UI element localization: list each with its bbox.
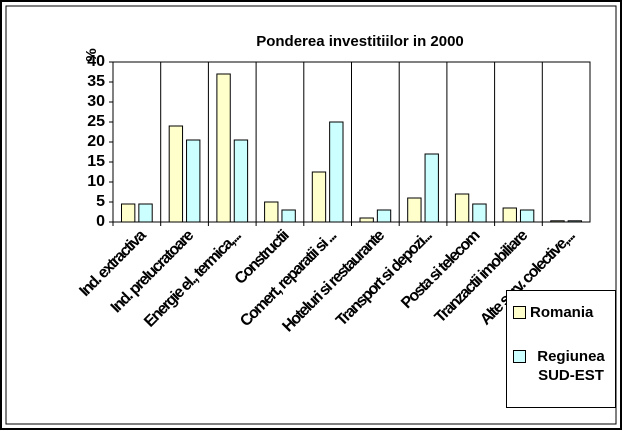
bar <box>168 125 184 223</box>
y-tick-label: 5 <box>96 193 105 210</box>
legend-item: Regiunea SUD-EST <box>513 347 612 385</box>
bar <box>376 209 392 223</box>
legend-swatch <box>513 306 526 319</box>
bar <box>424 153 439 223</box>
bar <box>472 203 487 223</box>
y-tick-label: 30 <box>87 93 105 110</box>
y-tick-label: 35 <box>87 73 105 90</box>
y-tick-label: 40 <box>87 53 105 70</box>
bar <box>138 203 153 223</box>
bar <box>120 203 136 223</box>
y-tick-label: 0 <box>96 213 105 230</box>
y-axis-label: % <box>83 48 100 61</box>
y-tick-label: 10 <box>87 173 105 190</box>
inner-border <box>5 5 617 425</box>
bar <box>454 193 470 223</box>
y-tick-label: 15 <box>87 153 105 170</box>
bar <box>311 171 327 223</box>
y-tick-label: 20 <box>87 133 105 150</box>
bar <box>519 209 535 223</box>
legend-label: Regiunea SUD-EST <box>537 348 605 384</box>
bar <box>359 217 374 223</box>
bar <box>216 73 231 223</box>
legend-item: Romania <box>513 303 612 322</box>
bar <box>233 139 249 223</box>
legend-label: Romania <box>530 304 594 321</box>
legend: Romania Regiunea SUD-EST <box>506 290 616 408</box>
bar <box>502 207 517 223</box>
bar <box>407 197 422 223</box>
bar <box>186 139 201 223</box>
y-tick-label: 25 <box>87 113 105 130</box>
chart-title: Ponderea investitiilor in 2000 <box>256 33 464 50</box>
bar <box>264 201 279 223</box>
legend-swatch <box>513 350 526 363</box>
bar <box>329 121 344 223</box>
bar <box>281 209 296 223</box>
